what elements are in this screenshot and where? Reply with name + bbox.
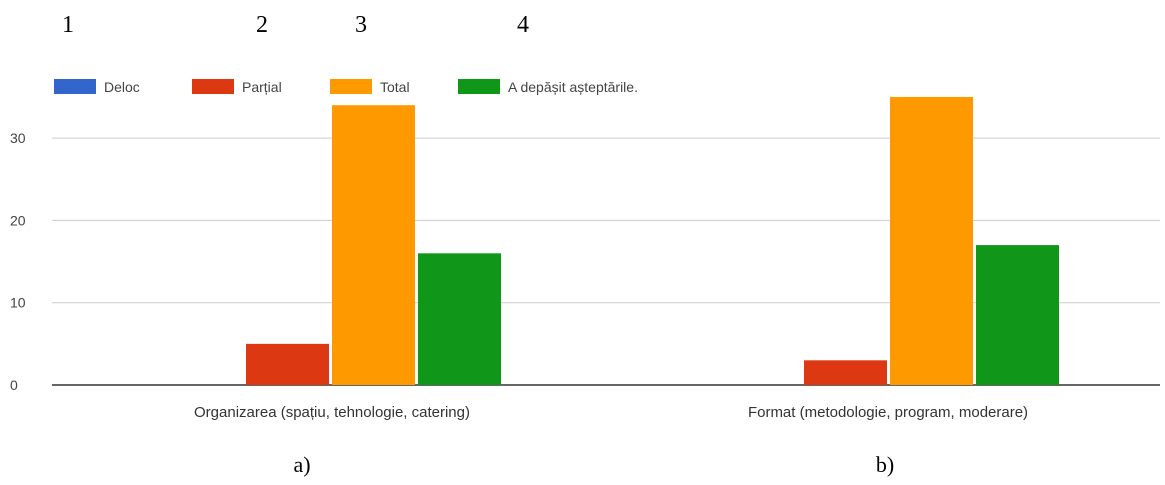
y-tick-label: 10	[10, 295, 26, 311]
top-number-1: 1	[62, 12, 74, 38]
legend-swatch	[192, 79, 234, 94]
panel-label-b: b)	[876, 452, 894, 477]
legend-label: Total	[380, 79, 410, 95]
bar-parțial-1	[246, 343, 329, 385]
x-category-label: Organizarea (spațiu, tehnologie, caterin…	[194, 404, 470, 421]
top-number-2: 2	[256, 12, 268, 38]
bar-a-depășit-așteptările-2	[976, 245, 1059, 385]
chart-legend: Deloc Parțial Total A depășit așteptările.	[54, 79, 638, 95]
legend-label: Deloc	[104, 79, 140, 95]
y-tick-label: 20	[10, 212, 26, 228]
bar-total-2	[890, 96, 973, 385]
legend-label: A depășit așteptările.	[508, 79, 638, 95]
bar-a-depășit-așteptările-1	[418, 253, 501, 385]
y-tick-label: 30	[10, 130, 26, 146]
legend-swatch	[330, 79, 372, 94]
x-category-label: Format (metodologie, program, moderare)	[748, 404, 1028, 421]
top-number-4: 4	[517, 12, 529, 38]
x-axis-labels: Organizarea (spațiu, tehnologie, caterin…	[194, 404, 1028, 421]
gridlines	[52, 137, 1160, 386]
panel-label-a: a)	[293, 452, 310, 477]
legend-label: Parțial	[242, 79, 282, 95]
y-axis-ticks: 0 10 20 30	[10, 130, 26, 393]
legend-swatch	[458, 79, 500, 94]
bar-total-1	[332, 105, 415, 386]
panel-labels: a) b)	[293, 452, 894, 477]
top-number-labels: 1 2 3 4	[62, 12, 529, 38]
top-number-3: 3	[355, 12, 367, 38]
bar-parțial-2	[804, 360, 887, 385]
legend-swatch	[54, 79, 96, 94]
bars	[246, 96, 1059, 386]
y-tick-label: 0	[10, 377, 18, 393]
